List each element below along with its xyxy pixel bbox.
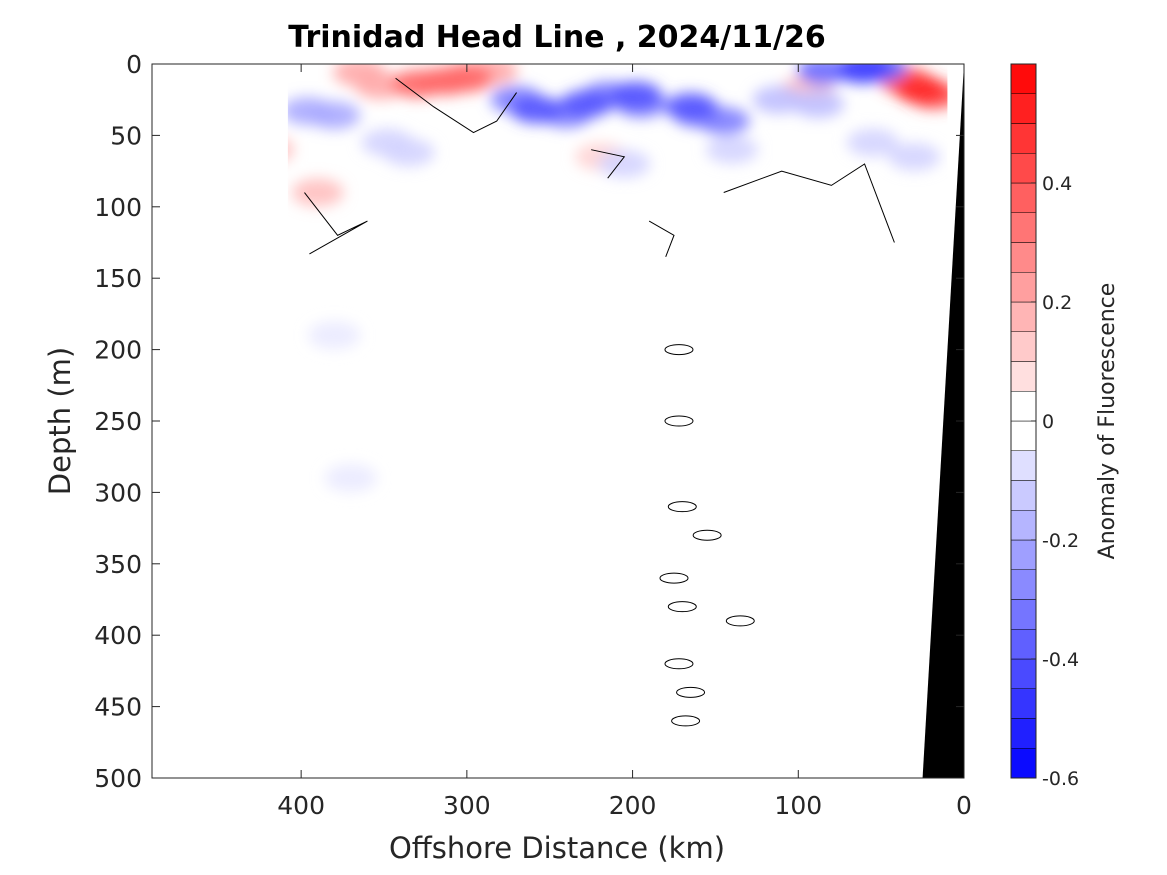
zero-contour-6 xyxy=(664,415,694,427)
colorbar-swatch xyxy=(1010,182,1037,213)
colorbar-swatch xyxy=(1010,539,1037,570)
zero-contour-4 xyxy=(723,163,895,243)
colorbar-tick-label: 0.4 xyxy=(1042,173,1072,195)
anomaly-patch-2-1 xyxy=(291,178,344,207)
colorbar-swatch xyxy=(1010,748,1037,779)
anomaly-patch-11-0 xyxy=(838,64,891,83)
colorbar-swatch xyxy=(1010,212,1037,243)
anomaly-patch-15-0 xyxy=(308,321,361,350)
colorbar-swatch xyxy=(1010,242,1037,273)
x-axis-label: Offshore Distance (km) xyxy=(389,831,725,865)
colorbar-label: Anomaly of Fluorescence xyxy=(1095,283,1120,560)
colorbar-swatch xyxy=(1010,93,1037,124)
colorbar-swatch xyxy=(1010,361,1037,392)
x-tick-label: 100 xyxy=(774,791,822,820)
zero-contour-0 xyxy=(395,77,517,134)
y-tick-label: 150 xyxy=(94,264,142,293)
colorbar-tick-label: -0.4 xyxy=(1042,649,1079,671)
anomaly-patch-9-3 xyxy=(664,92,717,121)
anomaly-patch-9-1 xyxy=(560,89,613,118)
colorbar-swatch xyxy=(1010,599,1037,630)
zero-contour-9 xyxy=(659,572,689,584)
colorbar-swatch xyxy=(1010,658,1037,689)
y-tick-label: 300 xyxy=(94,478,142,507)
colorbar-tick-label: -0.2 xyxy=(1042,530,1079,552)
colorbar: -0.6 -0.4 -0.2 0 0.2 0.4 xyxy=(1010,63,1079,790)
colorbar-swatch xyxy=(1010,688,1037,719)
x-tick-label: 0 xyxy=(956,791,972,820)
zero-contour-3 xyxy=(648,220,675,257)
zero-contour-7 xyxy=(667,501,697,513)
colorbar-swatch xyxy=(1010,63,1037,94)
zero-contour-13 xyxy=(676,686,706,698)
y-tick-label: 200 xyxy=(94,336,142,365)
colorbar-swatch xyxy=(1010,510,1037,541)
anomaly-patch-7-1 xyxy=(308,101,361,130)
x-tick-label: 200 xyxy=(609,791,657,820)
colorbar-swatch xyxy=(1010,391,1037,422)
anomaly-patch-14-2 xyxy=(846,128,899,157)
colorbar-swatch xyxy=(1010,331,1037,362)
zero-contours xyxy=(304,77,895,727)
colorbar-swatch xyxy=(1010,718,1037,749)
anomaly-patch-14-1 xyxy=(706,135,758,164)
anomaly-patch-12-1 xyxy=(792,89,845,118)
colorbar-tick-label: 0 xyxy=(1042,411,1054,433)
y-tick-label: 350 xyxy=(94,550,142,579)
anomaly-patch-1-2 xyxy=(440,64,493,93)
zero-contour-2 xyxy=(591,149,626,179)
colorbar-swatch xyxy=(1010,420,1037,451)
zero-contour-1 xyxy=(304,192,368,255)
x-tick-label: 400 xyxy=(277,791,325,820)
y-tick-label: 50 xyxy=(110,121,142,150)
colorbar-swatch xyxy=(1010,123,1037,154)
y-tick-label: 500 xyxy=(94,764,142,793)
y-tick-label: 450 xyxy=(94,693,142,722)
anomaly-patch-14-0 xyxy=(598,149,651,178)
colorbar-tick-label: -0.6 xyxy=(1042,768,1079,790)
y-axis: 0 50 100 150 200 250 300 350 400 450 500 xyxy=(94,50,964,793)
colorbar-swatch xyxy=(1010,272,1037,303)
y-tick-label: 400 xyxy=(94,621,142,650)
zero-contour-8 xyxy=(692,529,722,541)
anomaly-patch-9-0 xyxy=(510,95,563,124)
anomaly-patch-12-0 xyxy=(752,85,805,114)
colorbar-swatch xyxy=(1010,450,1037,481)
anomaly-patch-13-1 xyxy=(382,138,435,167)
y-tick-label: 100 xyxy=(94,193,142,222)
anomaly-patches xyxy=(287,64,948,493)
anomaly-patch-14-3 xyxy=(888,142,941,171)
colorbar-swatch xyxy=(1010,569,1037,600)
anomaly-patch-4-0 xyxy=(894,75,947,104)
zero-contour-10 xyxy=(667,601,697,613)
zero-contour-14 xyxy=(671,715,701,727)
seafloor xyxy=(922,64,964,778)
y-tick-label: 0 xyxy=(126,50,142,79)
x-axis: 400 300 200 100 0 xyxy=(277,64,972,820)
zero-contour-12 xyxy=(664,658,694,670)
colorbar-swatch xyxy=(1010,480,1037,511)
colorbar-swatch xyxy=(1010,301,1037,332)
anomaly-patch-16-0 xyxy=(324,464,377,493)
anomaly-patch-2-0 xyxy=(287,140,294,159)
x-tick-label: 300 xyxy=(443,791,491,820)
plot-area xyxy=(152,64,964,778)
colorbar-tick-label: 0.2 xyxy=(1042,292,1072,314)
colorbar-swatch xyxy=(1010,629,1037,660)
chart-title: Trinidad Head Line , 2024/11/26 xyxy=(288,20,825,55)
zero-contour-5 xyxy=(664,344,694,356)
seafloor-layer xyxy=(922,64,964,778)
anomaly-fill xyxy=(287,64,948,493)
zero-contour-11 xyxy=(725,615,755,627)
anomaly-patch-9-2 xyxy=(609,81,662,110)
y-axis-label: Depth (m) xyxy=(43,347,77,495)
y-tick-label: 250 xyxy=(94,407,142,436)
colorbar-swatch xyxy=(1010,153,1037,184)
